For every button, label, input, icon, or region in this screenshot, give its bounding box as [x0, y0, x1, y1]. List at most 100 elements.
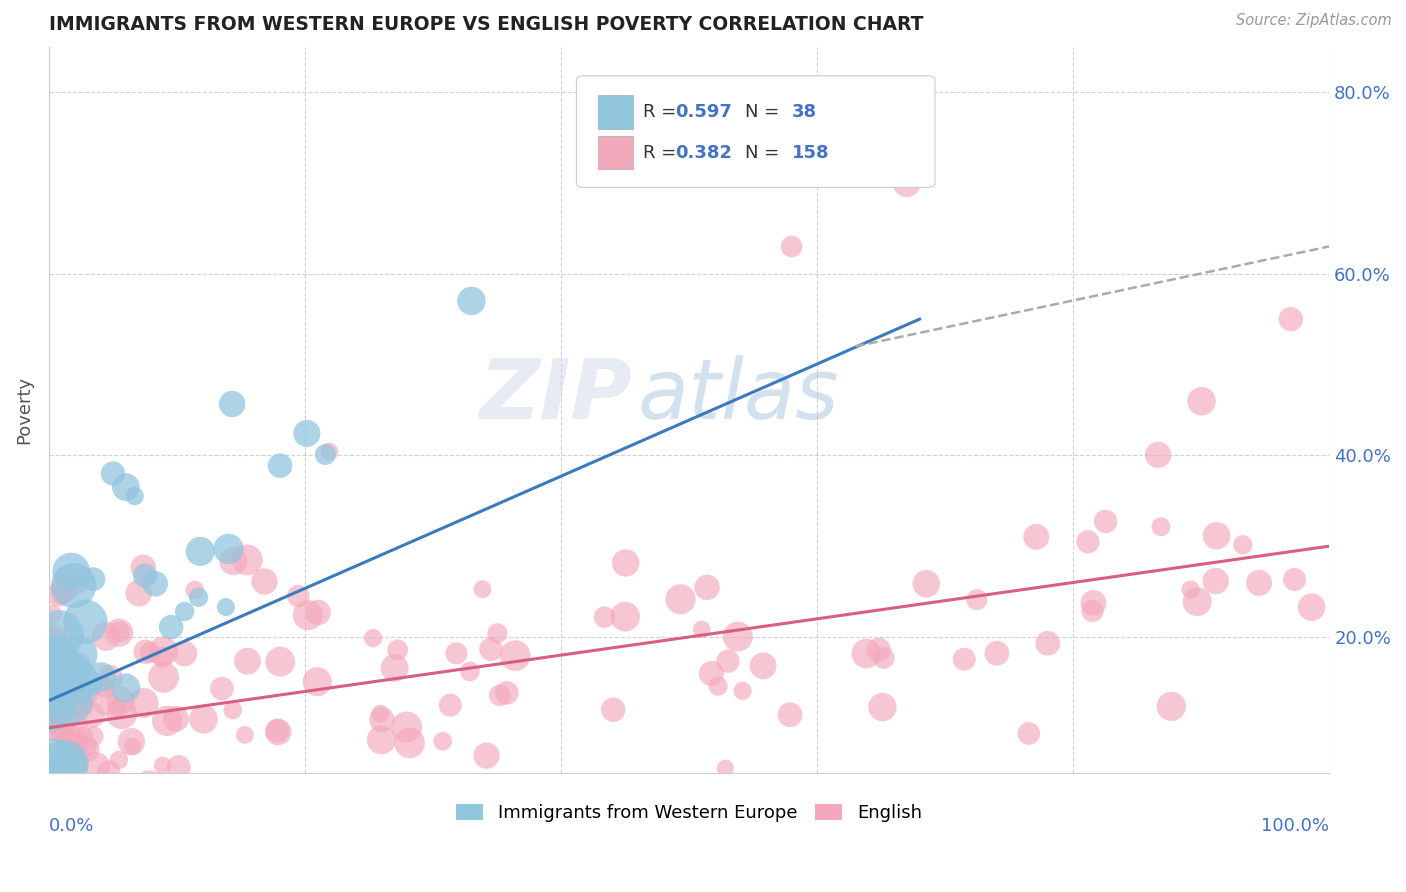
- Point: [222, 703, 245, 717]
- Point: [73, 739, 96, 753]
- Point: [82, 708, 104, 723]
- Point: [108, 753, 131, 767]
- Point: [387, 643, 409, 657]
- Point: [101, 467, 124, 481]
- Point: [503, 648, 526, 663]
- Point: [51, 784, 73, 798]
- Point: [188, 544, 211, 558]
- Point: [1147, 448, 1170, 462]
- Point: [1232, 538, 1254, 552]
- Point: [489, 689, 512, 703]
- Point: [79, 677, 101, 691]
- Point: [132, 560, 155, 574]
- Text: R =: R =: [643, 103, 682, 121]
- Point: [1036, 636, 1059, 650]
- Point: [966, 592, 988, 607]
- Point: [156, 714, 179, 728]
- Point: [48, 681, 70, 695]
- Point: [165, 712, 187, 726]
- Point: [49, 784, 72, 798]
- Point: [49, 652, 72, 666]
- Point: [269, 458, 291, 473]
- Point: [1018, 726, 1040, 740]
- Point: [700, 666, 723, 681]
- Text: R =: R =: [643, 144, 682, 161]
- Point: [45, 662, 67, 676]
- Point: [1205, 529, 1227, 543]
- Point: [63, 717, 86, 731]
- Point: [108, 624, 131, 639]
- Point: [62, 665, 84, 679]
- Point: [72, 686, 94, 700]
- Point: [60, 565, 83, 579]
- Point: [45, 698, 67, 713]
- Text: N =: N =: [745, 103, 779, 121]
- Point: [731, 684, 754, 698]
- Point: [134, 645, 156, 659]
- Point: [1301, 600, 1323, 615]
- Point: [187, 591, 209, 605]
- Point: [614, 609, 637, 624]
- Point: [953, 652, 976, 666]
- Point: [475, 748, 498, 763]
- Point: [173, 604, 195, 618]
- Point: [218, 541, 240, 556]
- Point: [439, 698, 461, 713]
- Point: [446, 646, 468, 660]
- Point: [63, 674, 86, 689]
- Point: [138, 778, 160, 792]
- Point: [173, 647, 195, 661]
- Point: [127, 784, 149, 798]
- Point: [48, 588, 70, 602]
- Point: [471, 582, 494, 597]
- Point: [98, 784, 121, 798]
- Point: [896, 176, 918, 190]
- Point: [479, 642, 502, 657]
- Point: [1081, 604, 1104, 618]
- Point: [94, 630, 117, 644]
- Point: [114, 681, 136, 695]
- Point: [46, 682, 69, 697]
- Point: [139, 645, 162, 659]
- Point: [1279, 312, 1302, 326]
- Point: [121, 739, 143, 754]
- Text: 158: 158: [792, 144, 830, 161]
- Point: [107, 701, 129, 715]
- Point: [215, 600, 238, 615]
- Point: [253, 574, 276, 589]
- Point: [39, 757, 62, 772]
- Point: [160, 620, 183, 634]
- Point: [143, 576, 166, 591]
- Point: [986, 646, 1008, 660]
- Point: [224, 784, 246, 798]
- Point: [66, 736, 89, 750]
- Point: [55, 732, 77, 747]
- Point: [184, 583, 207, 598]
- Point: [44, 721, 66, 735]
- Point: [1025, 530, 1047, 544]
- Text: 0.597: 0.597: [675, 103, 731, 121]
- Point: [111, 706, 134, 721]
- Point: [83, 729, 105, 743]
- Point: [44, 637, 66, 651]
- Point: [752, 658, 775, 673]
- Point: [62, 578, 84, 592]
- Point: [55, 781, 77, 796]
- Point: [395, 720, 418, 734]
- Point: [297, 608, 319, 623]
- Point: [269, 655, 291, 669]
- Point: [120, 734, 142, 748]
- Point: [65, 784, 87, 798]
- Point: [371, 713, 394, 727]
- Point: [124, 489, 146, 503]
- Point: [193, 712, 215, 726]
- Point: [267, 725, 290, 739]
- Point: [56, 682, 79, 697]
- Point: [44, 676, 66, 690]
- Point: [41, 631, 63, 645]
- Point: [152, 644, 174, 658]
- Point: [1205, 574, 1227, 588]
- Point: [432, 734, 454, 748]
- Point: [53, 743, 76, 757]
- Point: [65, 698, 87, 712]
